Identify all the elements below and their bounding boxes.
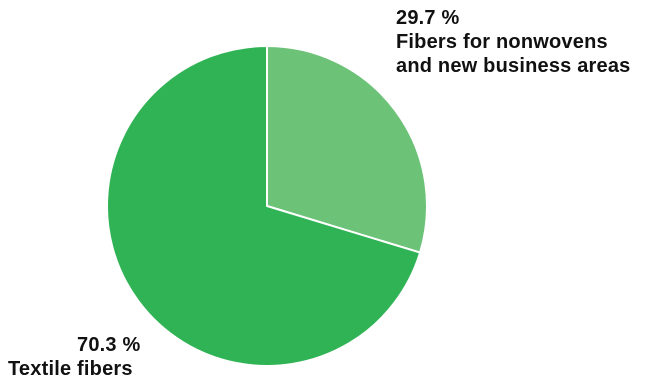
slice-label-fibers-nonwovens: 29.7 % Fibers for nonwovens and new busi… xyxy=(396,6,631,78)
slice-percent-textile-fibers: 70.3 % xyxy=(8,333,140,357)
slice-label-textile-fibers: 70.3 % Textile fibers xyxy=(8,333,140,381)
slice-name-line-1: Fibers for nonwovens xyxy=(396,30,631,54)
pie-slices xyxy=(107,46,427,366)
slice-percent-fibers-nonwovens: 29.7 % xyxy=(396,6,631,30)
slice-name-textile-fibers: Textile fibers xyxy=(8,357,140,381)
slice-name-line-2: and new business areas xyxy=(396,54,631,78)
